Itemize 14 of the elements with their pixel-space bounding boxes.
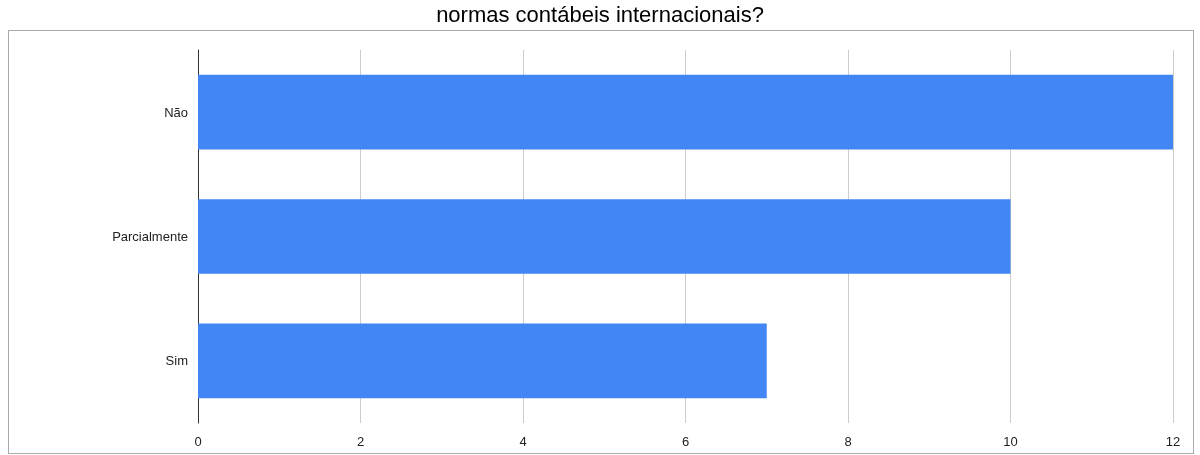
y-tick-label: Parcialmente	[112, 229, 188, 244]
chart-title: normas contábeis internacionais?	[435, 2, 765, 28]
x-tick-label: 12	[1165, 434, 1181, 449]
y-tick-label: Sim	[165, 353, 188, 369]
y-tick-label: Não	[164, 104, 188, 120]
bar	[198, 74, 1173, 150]
x-tick-label: 0	[194, 434, 202, 449]
x-tick-label: 8	[844, 434, 852, 449]
bar	[198, 199, 1011, 274]
x-tick-label: 10	[1003, 434, 1018, 449]
x-tick-label: 4	[519, 434, 527, 449]
x-tick-label: 6	[681, 434, 690, 449]
bar	[198, 323, 767, 399]
x-tick-label: 2	[356, 434, 365, 449]
